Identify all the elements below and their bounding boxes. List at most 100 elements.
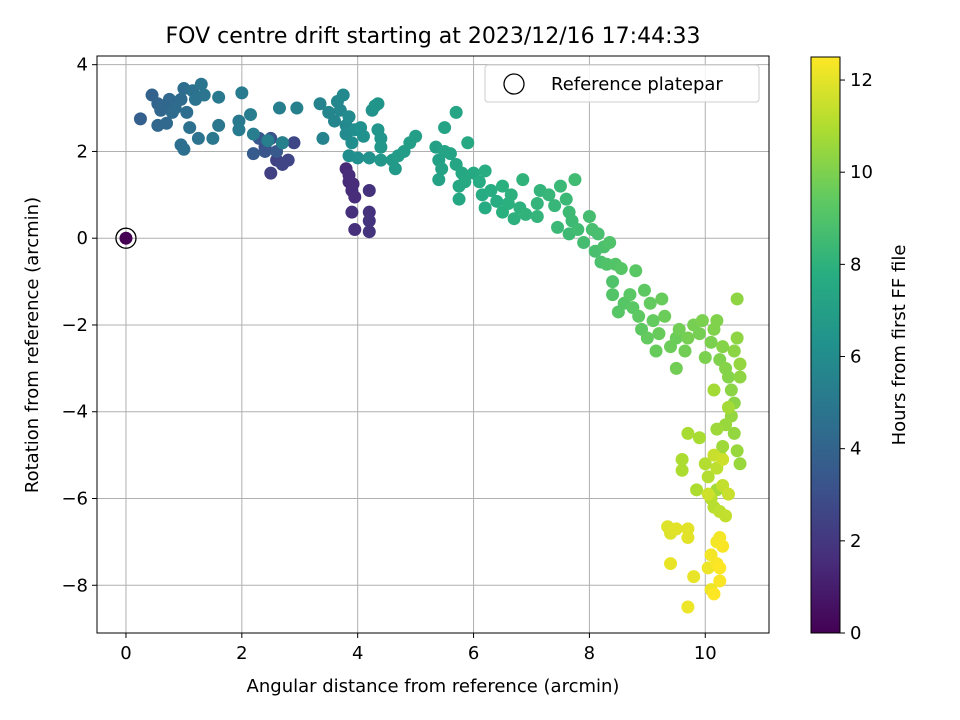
data-point — [275, 136, 289, 150]
y-tick-label: −8 — [61, 575, 88, 596]
data-point — [730, 331, 744, 345]
data-point — [183, 121, 197, 135]
colorbar-tick-label: 2 — [850, 531, 861, 552]
data-point — [721, 487, 735, 501]
colorbar-label: Hours from first FF file — [889, 245, 910, 446]
data-point — [346, 177, 360, 191]
data-point — [730, 292, 744, 306]
data-point — [568, 173, 582, 187]
data-point — [658, 309, 672, 323]
data-point — [606, 275, 620, 289]
data-point — [478, 164, 492, 178]
data-point — [264, 166, 278, 180]
colorbar-ticks: 0 2 4 6 8 10 12 — [840, 70, 873, 644]
data-point — [551, 220, 565, 234]
data-point — [721, 370, 735, 384]
data-point — [681, 522, 695, 536]
data-point — [212, 118, 226, 132]
colorbar-tick-label: 4 — [850, 439, 861, 460]
data-point — [692, 431, 706, 445]
data-point — [362, 183, 376, 197]
data-point — [458, 175, 472, 189]
data-point — [675, 452, 689, 466]
data-point — [730, 444, 744, 458]
data-point — [669, 522, 683, 536]
data-point — [174, 92, 188, 106]
y-tick-label: −2 — [61, 315, 88, 336]
legend-label: Reference platepar — [551, 74, 723, 95]
data-point — [258, 144, 272, 158]
reference-platepar-marker — [115, 227, 137, 249]
data-point — [623, 288, 637, 302]
data-point — [452, 192, 466, 206]
data-point — [484, 183, 498, 197]
data-point — [177, 142, 191, 156]
data-point — [692, 327, 706, 341]
data-point — [191, 131, 205, 145]
data-point — [435, 162, 449, 176]
data-point — [681, 600, 695, 614]
data-point — [328, 114, 342, 128]
data-point — [713, 574, 727, 588]
data-point — [281, 153, 295, 167]
data-point — [710, 422, 724, 436]
data-point — [632, 309, 646, 323]
data-point — [432, 173, 446, 187]
data-point — [559, 192, 573, 206]
data-point — [695, 314, 709, 328]
colorbar-tick-label: 0 — [850, 623, 861, 644]
data-point — [351, 151, 365, 165]
data-point — [504, 188, 518, 202]
data-point — [637, 283, 651, 297]
data-point — [261, 134, 275, 148]
data-point — [614, 262, 628, 276]
colorbar-tick-label: 6 — [850, 347, 861, 368]
data-point — [716, 452, 730, 466]
data-point — [212, 90, 226, 104]
data-point — [713, 561, 727, 575]
legend-marker-reference — [503, 73, 525, 95]
data-point — [701, 487, 715, 501]
data-point — [345, 205, 359, 219]
data-point — [443, 147, 457, 161]
data-point — [336, 88, 350, 102]
data-point — [287, 136, 301, 150]
data-point — [313, 97, 327, 111]
data-point — [290, 101, 304, 115]
data-point — [707, 383, 721, 397]
data-point — [165, 105, 179, 119]
data-point — [232, 123, 246, 137]
data-point — [710, 314, 724, 328]
data-point — [342, 110, 356, 124]
data-point — [490, 194, 504, 208]
data-point — [244, 108, 258, 122]
data-point — [727, 344, 741, 358]
data-point — [577, 236, 591, 250]
x-tick-label: 6 — [468, 643, 479, 664]
data-point — [643, 296, 657, 310]
x-tick-label: 10 — [694, 643, 717, 664]
data-point — [542, 188, 556, 202]
x-tick-label: 0 — [120, 643, 131, 664]
data-point — [716, 539, 730, 553]
data-point — [362, 225, 376, 239]
data-point — [698, 351, 712, 365]
data-point — [356, 129, 370, 143]
data-point — [664, 557, 678, 571]
data-point — [507, 212, 521, 226]
x-tick-label: 4 — [352, 643, 363, 664]
data-point — [496, 179, 510, 193]
data-point — [669, 361, 683, 375]
data-point — [180, 105, 194, 119]
data-point — [646, 314, 660, 328]
data-point — [687, 570, 701, 584]
data-point — [721, 400, 735, 414]
data-point — [707, 587, 721, 601]
data-point — [704, 335, 718, 349]
data-point — [246, 127, 260, 141]
data-point — [655, 292, 669, 306]
data-point — [388, 162, 402, 176]
colorbar-tick-label: 12 — [850, 70, 873, 91]
data-point — [371, 97, 385, 111]
